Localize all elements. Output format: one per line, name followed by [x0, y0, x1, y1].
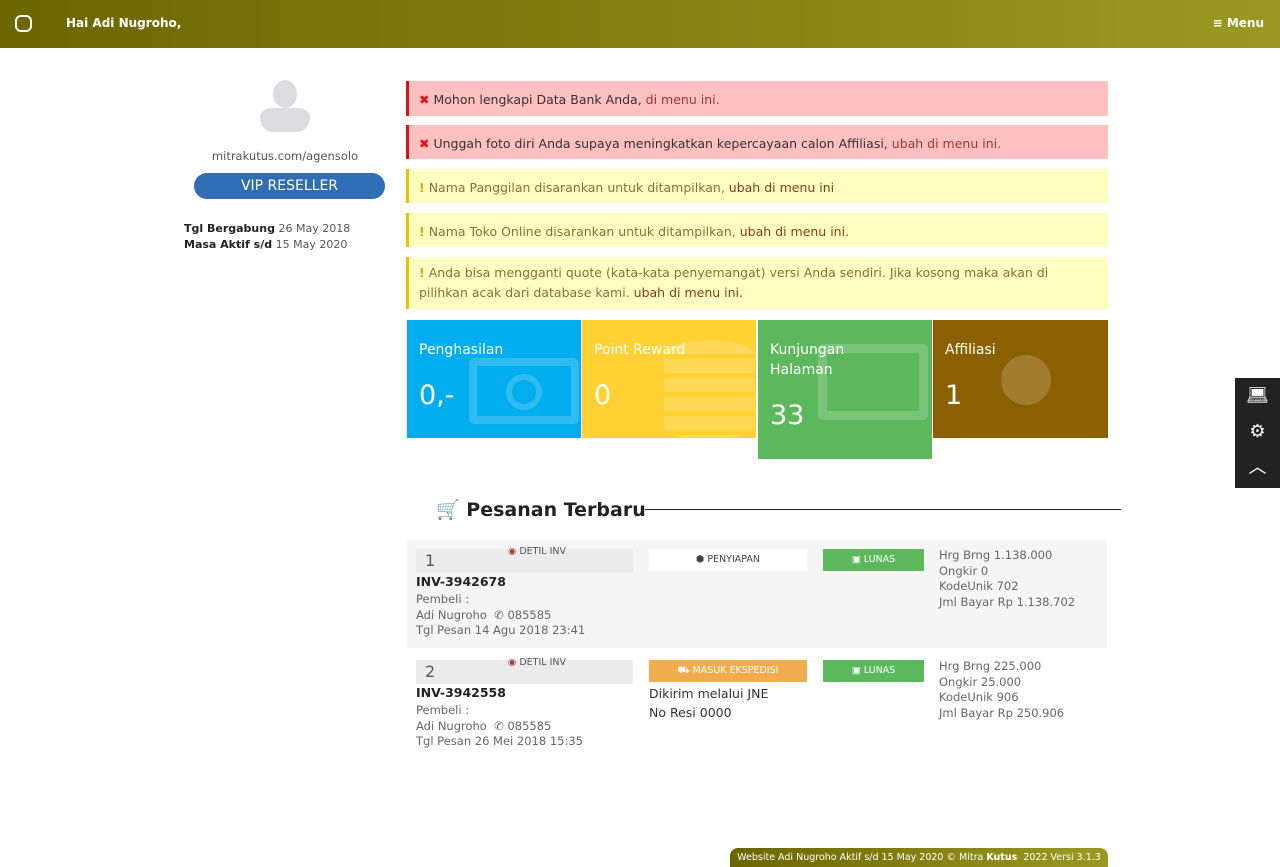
money-icon: ▣: [851, 665, 861, 676]
exclamation-icon: !: [419, 265, 425, 280]
stat-income[interactable]: Penghasilan 0,-: [407, 320, 581, 438]
alert-link[interactable]: ubah di menu ini.: [891, 136, 1002, 151]
x-icon: ✖: [419, 92, 430, 107]
x-icon: ✖: [419, 136, 430, 151]
payment-badge[interactable]: ▣ LUNAS: [823, 549, 924, 571]
money-icon: [469, 358, 579, 424]
laptop-icon[interactable]: 💻︎: [1246, 385, 1269, 406]
clover-icon[interactable]: [15, 15, 32, 32]
alert-photo: ✖ Unggah foto diri Anda supaya meningkat…: [406, 125, 1108, 159]
exclamation-icon: !: [419, 224, 425, 239]
stat-points[interactable]: Point Reward 0: [582, 320, 756, 438]
avatar: [260, 80, 310, 132]
alert-link[interactable]: ubah di menu ini: [728, 180, 835, 195]
box-icon: ⬢: [696, 554, 705, 565]
detail-invoice-link[interactable]: ◉ DETIL INV: [508, 546, 566, 557]
money-icon: ▣: [851, 554, 861, 565]
status-badge[interactable]: ⛟ MASUK EKSPEDISI: [649, 660, 807, 682]
alert-link[interactable]: di menu ini.: [645, 92, 720, 107]
status-badge[interactable]: ⬢ PENYIAPAN: [649, 549, 807, 571]
active-label: Masa Aktif s/d: [184, 238, 273, 251]
exclamation-icon: !: [419, 180, 425, 195]
coins-icon: [664, 340, 754, 438]
users-icon: [1001, 355, 1051, 405]
hamburger-icon: ≡: [1212, 16, 1223, 30]
monitor-icon: [818, 344, 928, 420]
stat-visits[interactable]: Kunjungan Halaman 33: [758, 320, 932, 459]
top-bar: Hai Adi Nugroho, ≡ Menu: [0, 0, 1280, 48]
profile-panel: mitrakutus.com/agensolo VIP RESELLER Tgl…: [184, 80, 386, 253]
alert-link[interactable]: ubah di menu ini.: [739, 224, 850, 239]
alert-store: ! Nama Toko Online disarankan untuk dita…: [406, 213, 1108, 247]
menu-button[interactable]: ≡ Menu: [1212, 16, 1264, 30]
level-badge[interactable]: VIP RESELLER: [194, 173, 385, 199]
profile-url[interactable]: mitrakutus.com/agensolo: [211, 149, 359, 163]
floating-toolbar: 💻︎ ⚙ ︿: [1235, 378, 1280, 488]
chevron-up-icon[interactable]: ︿: [1248, 457, 1267, 478]
phone-icon: ✆: [494, 607, 504, 622]
cart-icon: 🛒: [436, 499, 460, 521]
divider: [645, 509, 1121, 510]
alert-bank: ✖ Mohon lengkapi Data Bank Anda, di menu…: [406, 81, 1108, 116]
greeting: Hai Adi Nugroho,: [66, 16, 182, 30]
payment-badge[interactable]: ▣ LUNAS: [823, 660, 924, 682]
alert-quote: ! Anda bisa mengganti quote (kata-kata p…: [406, 257, 1108, 309]
eye-icon: ◉: [508, 546, 517, 557]
order-row: 2 ◉ DETIL INV INV-3942558 Pembeli : Adi N…: [416, 657, 1065, 748]
phone-icon: ✆: [494, 718, 504, 733]
active-date: 15 May 2020: [275, 238, 348, 251]
stat-affiliates[interactable]: Affiliasi 1: [933, 320, 1108, 438]
alert-nickname: ! Nama Panggilan disarankan untuk ditamp…: [406, 169, 1108, 203]
order-row: 1 ◉ DETIL INV INV-3942678 Pembeli : Adi N…: [407, 540, 1107, 648]
eye-icon: ◉: [508, 657, 517, 668]
footer: Website Adi Nugroho Aktif s/d 15 May 202…: [730, 848, 1108, 867]
join-label: Tgl Bergabung: [184, 222, 275, 235]
truck-icon: ⛟: [677, 665, 690, 676]
gear-icon[interactable]: ⚙: [1249, 421, 1266, 442]
join-date: 26 May 2018: [278, 222, 351, 235]
detail-invoice-link[interactable]: ◉ DETIL INV: [508, 657, 566, 668]
orders-heading: 🛒 Pesanan Terbaru: [436, 499, 646, 521]
alert-link[interactable]: ubah di menu ini.: [633, 285, 743, 300]
